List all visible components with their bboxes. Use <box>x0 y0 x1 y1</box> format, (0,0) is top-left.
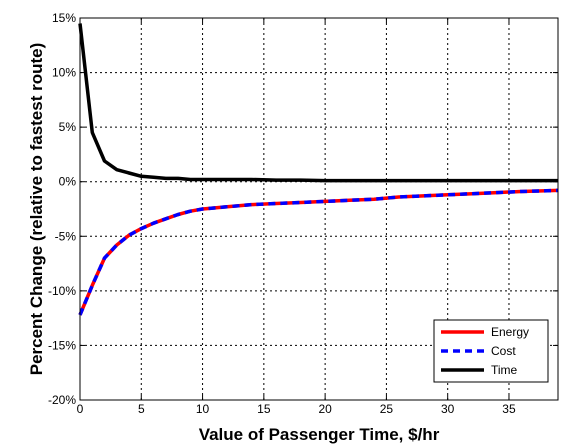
legend: Energy Cost Time <box>433 319 549 383</box>
x-tick-label: 10 <box>196 402 210 416</box>
plot-frame <box>79 17 559 401</box>
legend-label-cost: Cost <box>491 344 516 358</box>
x-tick-label: 25 <box>380 402 394 416</box>
y-tick-label: -5% <box>55 229 77 243</box>
legend-label-time: Time <box>491 363 518 377</box>
legend-label-energy: Energy <box>491 325 529 339</box>
y-tick-label: -15% <box>48 338 76 352</box>
y-tick-label: -10% <box>48 284 76 298</box>
x-tick-label: 0 <box>77 402 84 416</box>
ticks: 0 5 10 15 20 25 30 35 15% 10% 5% 0% -5% -10% -15% -20% <box>48 11 558 416</box>
y-tick-label: 0% <box>59 175 77 189</box>
series-layer <box>78 23 559 316</box>
x-tick-label: 30 <box>441 402 455 416</box>
y-tick-label: -20% <box>48 393 76 407</box>
y-tick-label: 5% <box>59 120 77 134</box>
x-tick-label: 35 <box>502 402 516 416</box>
y-tick-label: 10% <box>52 66 76 80</box>
x-tick-label: 5 <box>138 402 145 416</box>
series-line-time <box>78 23 558 183</box>
x-axis-title: Value of Passenger Time, $/hr <box>199 425 440 444</box>
y-tick-label: 15% <box>52 11 76 25</box>
x-tick-label: 20 <box>318 402 332 416</box>
x-tick-label: 15 <box>257 402 271 416</box>
y-axis-title: Percent Change (relative to fastest rout… <box>27 43 46 376</box>
series-line-energy <box>78 188 559 316</box>
